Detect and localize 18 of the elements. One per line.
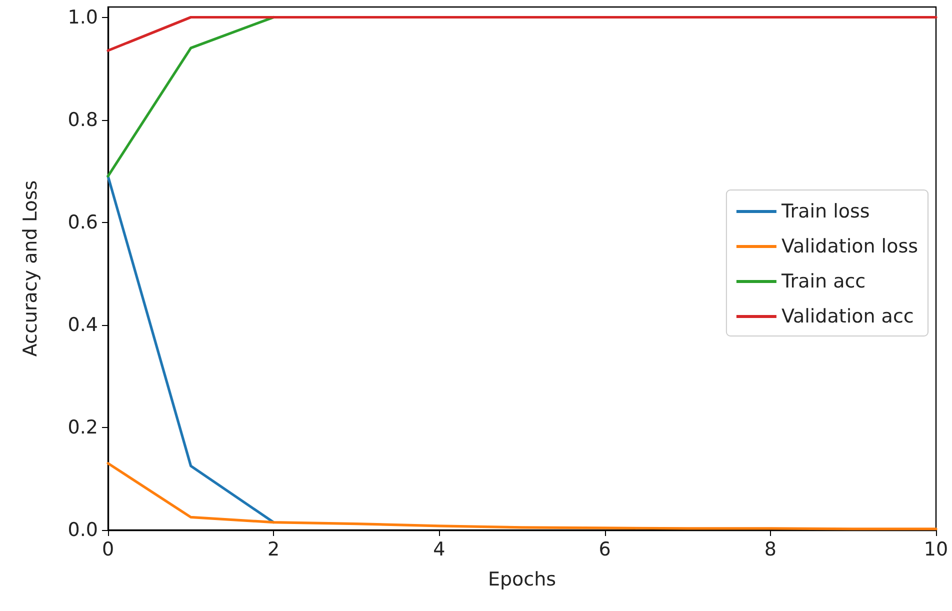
legend-label: Train acc xyxy=(780,270,866,292)
legend-label: Train loss xyxy=(780,200,870,222)
y-tick-label: 0.0 xyxy=(68,519,98,541)
y-tick-label: 1.0 xyxy=(68,6,98,28)
legend-label: Validation loss xyxy=(781,236,918,258)
y-tick-label: 0.2 xyxy=(68,416,98,438)
x-tick-label: 8 xyxy=(764,538,776,560)
y-tick-label: 0.6 xyxy=(68,211,98,234)
x-axis-title: Epochs xyxy=(488,568,556,590)
x-tick-label: 4 xyxy=(433,538,446,560)
x-tick-label: 0 xyxy=(102,538,114,560)
y-tick-label: 0.8 xyxy=(68,108,98,131)
legend-label: Validation acc xyxy=(781,306,914,328)
x-tick-label: 10 xyxy=(924,538,948,560)
y-tick-label: 0.4 xyxy=(68,314,98,336)
x-tick-label: 2 xyxy=(268,538,280,560)
y-axis-title: Accuracy and Loss xyxy=(20,180,42,357)
x-tick-label: 6 xyxy=(598,538,611,560)
